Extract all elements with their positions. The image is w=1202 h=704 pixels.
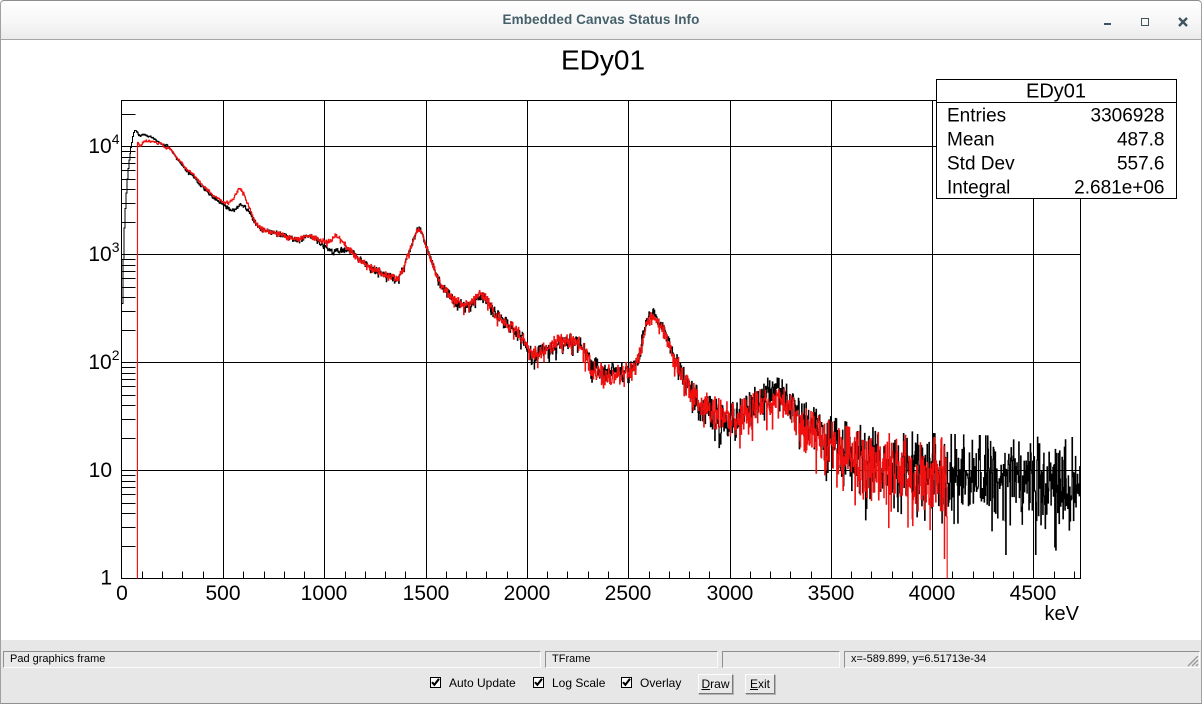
svg-text:10: 10 (89, 459, 112, 482)
svg-text:Entries: Entries (947, 106, 1011, 127)
svg-text:4500: 4500 (1010, 582, 1057, 605)
svg-text:104: 104 (88, 131, 119, 158)
svg-text:557.6: 557.6 (1106, 154, 1164, 175)
svg-text:2500: 2500 (605, 582, 652, 605)
svg-text:103: 103 (88, 239, 119, 266)
svg-text:102: 102 (88, 347, 119, 374)
svg-text:3000: 3000 (707, 582, 754, 605)
svg-text:Std Dev: Std Dev (947, 154, 1020, 175)
svg-text:4000: 4000 (909, 582, 956, 605)
svg-text:1000: 1000 (301, 582, 348, 605)
svg-text:2.681e+06: 2.681e+06 (1074, 178, 1164, 199)
svg-text:Mean: Mean (947, 130, 1000, 151)
svg-text:487.8: 487.8 (1106, 130, 1164, 151)
svg-text:1500: 1500 (403, 582, 450, 605)
svg-text:EDy01: EDy01 (1026, 81, 1086, 103)
svg-text:3306928: 3306928 (1085, 106, 1164, 127)
svg-text:keV: keV (1045, 603, 1080, 625)
svg-text:2000: 2000 (504, 582, 551, 605)
svg-text:1: 1 (100, 567, 112, 590)
svg-text:Integral: Integral (947, 178, 1016, 199)
svg-text:EDy01: EDy01 (561, 45, 645, 76)
svg-text:500: 500 (205, 582, 240, 605)
svg-text:0: 0 (116, 582, 128, 605)
svg-text:3500: 3500 (808, 582, 855, 605)
